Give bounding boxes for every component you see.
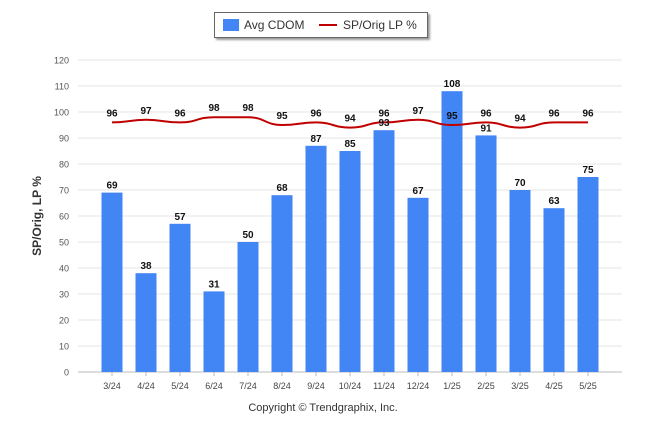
legend-label-sp-orig-lp: SP/Orig LP %	[343, 18, 417, 32]
y-tick-label: 10	[59, 342, 69, 352]
x-tick-label: 3/24	[103, 381, 121, 391]
bars	[101, 91, 599, 372]
y-tick-label: 30	[59, 290, 69, 300]
y-tick-label: 60	[59, 212, 69, 222]
bar	[237, 242, 259, 372]
y-tick-label: 70	[59, 186, 69, 196]
bar	[543, 208, 565, 372]
bar	[475, 135, 497, 372]
bar-value-label: 108	[444, 79, 461, 90]
line-value-label: 96	[310, 108, 322, 119]
x-tick-label: 12/24	[407, 381, 430, 391]
bar-value-label: 38	[140, 261, 152, 272]
y-axis-label: SP/Orig, LP %	[30, 176, 44, 256]
bar	[339, 151, 361, 372]
line-value-label: 94	[344, 114, 356, 125]
line-value-label: 96	[582, 108, 594, 119]
line-value-label: 98	[242, 103, 254, 114]
bar	[305, 145, 327, 372]
bar-value-label: 93	[378, 118, 390, 129]
line-value-label: 97	[412, 106, 424, 117]
x-tick-label: 7/24	[239, 381, 257, 391]
y-tick-label: 20	[59, 316, 69, 326]
bar-value-label: 57	[174, 212, 186, 223]
legend-label-avg-cdom: Avg CDOM	[244, 18, 305, 32]
bar	[169, 223, 191, 372]
line-value-label: 96	[378, 108, 390, 119]
x-tick-label: 1/25	[443, 381, 461, 391]
bar-value-label: 91	[480, 123, 492, 134]
legend-item-avg-cdom: Avg CDOM	[223, 13, 304, 37]
bar	[577, 177, 599, 372]
line-value-label: 94	[514, 114, 526, 125]
y-tick-label: 80	[59, 160, 69, 170]
line-value-label: 96	[106, 108, 118, 119]
y-tick-label: 110	[55, 82, 69, 92]
x-tick-label: 5/24	[171, 381, 189, 391]
bar-value-label: 31	[208, 279, 220, 290]
x-tick-label: 4/24	[137, 381, 155, 391]
bar	[407, 197, 429, 372]
bar-value-label: 63	[548, 196, 560, 207]
bar-value-label: 87	[310, 134, 322, 145]
x-tick-label: 6/24	[205, 381, 223, 391]
x-tick-label: 3/25	[511, 381, 529, 391]
x-tick-label: 2/25	[477, 381, 495, 391]
bar	[101, 192, 123, 372]
bar	[509, 190, 531, 372]
bar	[271, 195, 293, 372]
data-labels: 69 38 57 31 50 68 87 85 93 67 108 91 70 63 75 96 97 96 98 9…	[106, 79, 594, 290]
bar-value-label: 75	[582, 165, 594, 176]
line-value-label: 95	[276, 111, 288, 122]
line-value-label: 96	[174, 108, 186, 119]
line-value-label: 98	[208, 103, 220, 114]
bar-value-label: 68	[276, 183, 288, 194]
y-tick-label: 100	[54, 108, 69, 118]
x-tick-label: 8/24	[273, 381, 291, 391]
line-series	[111, 116, 588, 129]
legend-item-sp-orig-lp: SP/Orig LP %	[319, 13, 417, 37]
y-tick-label: 90	[59, 134, 69, 144]
line-value-label: 96	[548, 108, 560, 119]
y-tick-label: 40	[59, 264, 69, 274]
bar	[135, 273, 157, 372]
y-axis-ticks: 0 10 20 30 40 50 60 70 80 90 100 110 120	[54, 56, 69, 378]
y-tick-label: 50	[59, 238, 69, 248]
x-axis-ticks: 3/24 4/24 5/24 6/24 7/24 8/24 9/24 10/24 11/24 12…	[103, 372, 597, 391]
legend-line-swatch	[319, 24, 337, 26]
bar-value-label: 50	[242, 230, 254, 241]
x-tick-label: 11/24	[373, 381, 395, 391]
line-value-label: 96	[480, 108, 492, 119]
y-tick-label: 120	[54, 56, 69, 66]
line-value-label: 95	[446, 111, 458, 122]
bar	[373, 130, 395, 372]
bar-value-label: 67	[412, 186, 424, 197]
x-tick-label: 4/25	[545, 381, 563, 391]
y-tick-label: 0	[64, 368, 69, 378]
legend-bar-swatch	[223, 19, 239, 31]
line-sp-orig-lp	[111, 116, 588, 129]
copyright-text: Copyright © Trendgraphix, Inc.	[248, 402, 398, 414]
bar-value-label: 69	[106, 181, 118, 192]
bar	[441, 91, 463, 372]
x-tick-label: 10/24	[339, 381, 362, 391]
bar	[203, 291, 225, 372]
legend: Avg CDOM SP/Orig LP %	[214, 12, 428, 38]
x-tick-label: 5/25	[579, 381, 597, 391]
x-tick-label: 9/24	[307, 381, 325, 391]
bar-value-label: 85	[344, 139, 356, 150]
bar-value-label: 70	[514, 178, 526, 189]
line-value-label: 97	[140, 106, 152, 117]
